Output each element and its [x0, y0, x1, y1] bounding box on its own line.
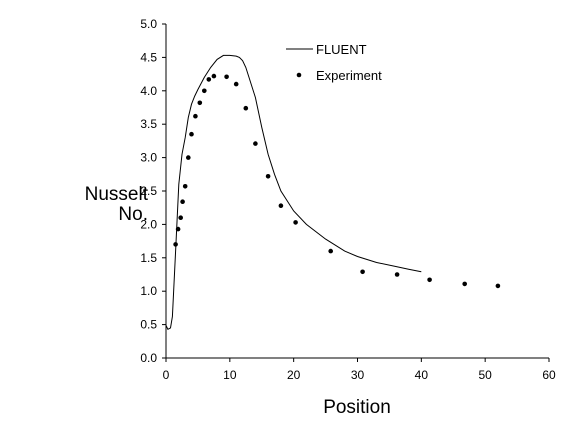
- data-point-experiment: [462, 281, 468, 287]
- y-tick-label: 2.5: [140, 184, 157, 198]
- y-axis-title-line-2: No.: [118, 204, 148, 225]
- data-point-experiment: [360, 269, 365, 275]
- x-tick-label: 20: [287, 368, 301, 382]
- x-tick-label: 10: [223, 368, 237, 382]
- data-point-experiment: [265, 174, 271, 179]
- y-tick-label: 1.5: [140, 251, 157, 265]
- data-point-experiment: [182, 184, 188, 189]
- y-tick-label: 5.0: [140, 17, 157, 31]
- data-point-experiment: [175, 226, 181, 232]
- data-point-experiment: [328, 248, 334, 254]
- data-point-experiment: [202, 88, 207, 94]
- x-axis-title: Position: [323, 397, 391, 418]
- y-tick-label: 4.0: [140, 84, 157, 98]
- data-point-experiment: [495, 283, 501, 289]
- legend-experiment-marker: [296, 72, 302, 78]
- data-point-experiment: [233, 81, 239, 87]
- data-point-experiment: [178, 215, 183, 220]
- x-tick-label: 60: [542, 368, 556, 382]
- data-point-experiment: [197, 100, 203, 106]
- legend: FLUENT Experiment: [286, 42, 382, 83]
- x-tick-label: 50: [478, 368, 492, 382]
- data-point-experiment: [427, 277, 432, 283]
- y-tick-label: 0.0: [140, 351, 157, 365]
- x-tick-label: 0: [163, 368, 170, 382]
- data-point-experiment: [278, 203, 284, 208]
- data-point-experiment: [189, 131, 194, 137]
- legend-fluent-label: FLUENT: [316, 42, 367, 57]
- data-point-experiment: [211, 73, 217, 79]
- y-axis-title-line-1: Nusselt: [85, 184, 149, 205]
- data-point-experiment: [173, 242, 178, 247]
- y-tick-label: 3.5: [140, 117, 157, 131]
- data-point-experiment: [293, 220, 298, 225]
- y-tick-label: 4.5: [140, 50, 157, 64]
- data-point-experiment: [186, 155, 191, 160]
- legend-experiment-label: Experiment: [316, 68, 382, 83]
- y-tick-label: 0.5: [140, 318, 157, 332]
- data-point-experiment: [224, 74, 229, 80]
- data-point-experiment: [180, 199, 185, 204]
- plot-area: [165, 54, 501, 330]
- axes: 0.0 0.5 1.0 1.5 2.0 2.5 3.0 3.5 4.0 4.5 5.0 0 10 20 30…: [140, 17, 556, 382]
- data-point-experiment: [394, 272, 400, 277]
- x-tick-label: 30: [351, 368, 365, 382]
- series-line-fluent: [165, 54, 422, 330]
- data-point-experiment: [193, 113, 198, 119]
- y-tick-label: 1.0: [140, 284, 157, 298]
- data-point-experiment: [243, 105, 249, 111]
- x-tick-label: 40: [415, 368, 429, 382]
- y-tick-label: 3.0: [140, 151, 157, 165]
- y-tick-label: 2.0: [140, 217, 157, 231]
- data-point-experiment: [206, 77, 212, 82]
- data-point-experiment: [253, 141, 258, 146]
